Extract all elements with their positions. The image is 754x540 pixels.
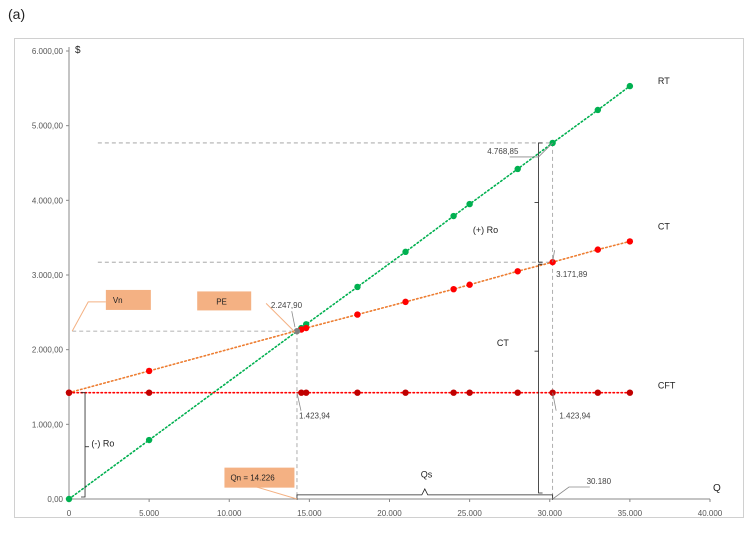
chart-frame (14, 38, 744, 518)
leader-vn (71, 301, 106, 332)
leader-rt-high (509, 142, 553, 158)
data-point-cft (65, 389, 73, 396)
data-point-cft (594, 389, 602, 396)
series-line-rt (68, 85, 631, 500)
y-tick-label: 3.000,00 (32, 271, 64, 280)
data-point-cft (402, 389, 409, 396)
data-point-cft (514, 389, 521, 396)
series-label-cft: CFT (658, 381, 676, 391)
data-point-rt (145, 436, 153, 444)
leader-pe-box (265, 303, 296, 333)
annotation-cft-left: 1.423,94 (299, 412, 331, 421)
data-point-cft (298, 389, 305, 396)
data-point-rt (450, 212, 457, 220)
leader-qn (251, 485, 298, 500)
leader-cft-right (552, 392, 557, 411)
x-tick-label: 25.000 (457, 509, 482, 518)
data-point-rt (466, 200, 473, 208)
series-label-rt: RT (658, 76, 670, 86)
data-point-cft (450, 389, 457, 396)
annotation-q-high: 30.180 (587, 477, 612, 486)
data-point-ct (514, 268, 521, 275)
qs-brace (296, 487, 554, 500)
y-tick-label: 4.000,00 (32, 196, 64, 205)
x-tick-label: 10.000 (217, 509, 242, 518)
x-axis-title: Q (713, 483, 721, 494)
qn-box (224, 467, 295, 488)
x-tick-label: 15.000 (297, 509, 322, 518)
x-tick-label: 20.000 (377, 509, 402, 518)
pe-label: PE (216, 297, 227, 306)
y-tick-label: 5.000,00 (32, 122, 64, 131)
leader-pe (291, 311, 296, 328)
y-axis-title: $ (75, 45, 81, 56)
annotation-pe-value: 2.247,90 (271, 301, 303, 310)
y-tick-label: 1.000,00 (32, 420, 64, 429)
data-point-rt (65, 495, 73, 503)
data-point-rt (626, 82, 634, 90)
data-point-ct (145, 367, 153, 375)
annotation-ct-brace: CT (497, 338, 509, 348)
data-point-ct (594, 246, 602, 253)
panel-label: (a) (8, 6, 26, 22)
pe-box (197, 291, 252, 311)
x-tick-label: 40.000 (698, 509, 723, 518)
data-point-cft (354, 389, 361, 396)
x-tick-label: 0 (67, 509, 72, 518)
y-tick-label: 6.000,00 (32, 47, 64, 56)
annotation-plus-ro: (+) Ro (473, 225, 498, 235)
data-point-ct (450, 285, 457, 293)
leader-q-high (552, 486, 590, 500)
data-point-cft (626, 389, 634, 396)
annotation-ct-high: 3.171,89 (556, 270, 588, 279)
series-line-ct (68, 240, 631, 394)
x-tick-label: 35.000 (618, 509, 643, 518)
data-point-cft (302, 389, 310, 396)
data-point-ct (354, 311, 361, 318)
data-point-rt (354, 283, 361, 291)
data-point-cft (145, 389, 153, 396)
data-point-ct (402, 298, 409, 306)
ct-brace (538, 263, 543, 494)
x-tick-label: 30.000 (538, 509, 563, 518)
annotation-cft-right: 1.423,94 (559, 412, 591, 421)
data-point-rt (594, 106, 602, 114)
leader-cft-left (296, 392, 302, 411)
y-tick-label: 0,00 (47, 495, 63, 504)
x-tick-label: 5.000 (139, 509, 160, 518)
data-point-ct (626, 238, 634, 245)
vn-label: Vn (113, 296, 123, 305)
annotation-rt-high: 4.768,85 (487, 147, 519, 156)
data-point-rt (402, 248, 409, 256)
qn-label: Qn = 14.226 (230, 474, 275, 483)
data-point-rt (514, 165, 521, 173)
minus-ro-brace (81, 392, 86, 498)
leader-ct-high (552, 250, 555, 263)
data-point-cft (466, 389, 473, 396)
data-point-ct (466, 281, 473, 288)
y-tick-label: 2.000,00 (32, 346, 64, 355)
annotation-minus-ro: (-) Ro (91, 439, 114, 449)
pe-point (293, 327, 301, 335)
data-point-ct (302, 324, 310, 332)
series-label-ct: CT (658, 221, 670, 231)
annotation-qs: Qs (421, 469, 433, 479)
vn-box (105, 289, 151, 310)
plus-ro-brace (538, 142, 543, 263)
